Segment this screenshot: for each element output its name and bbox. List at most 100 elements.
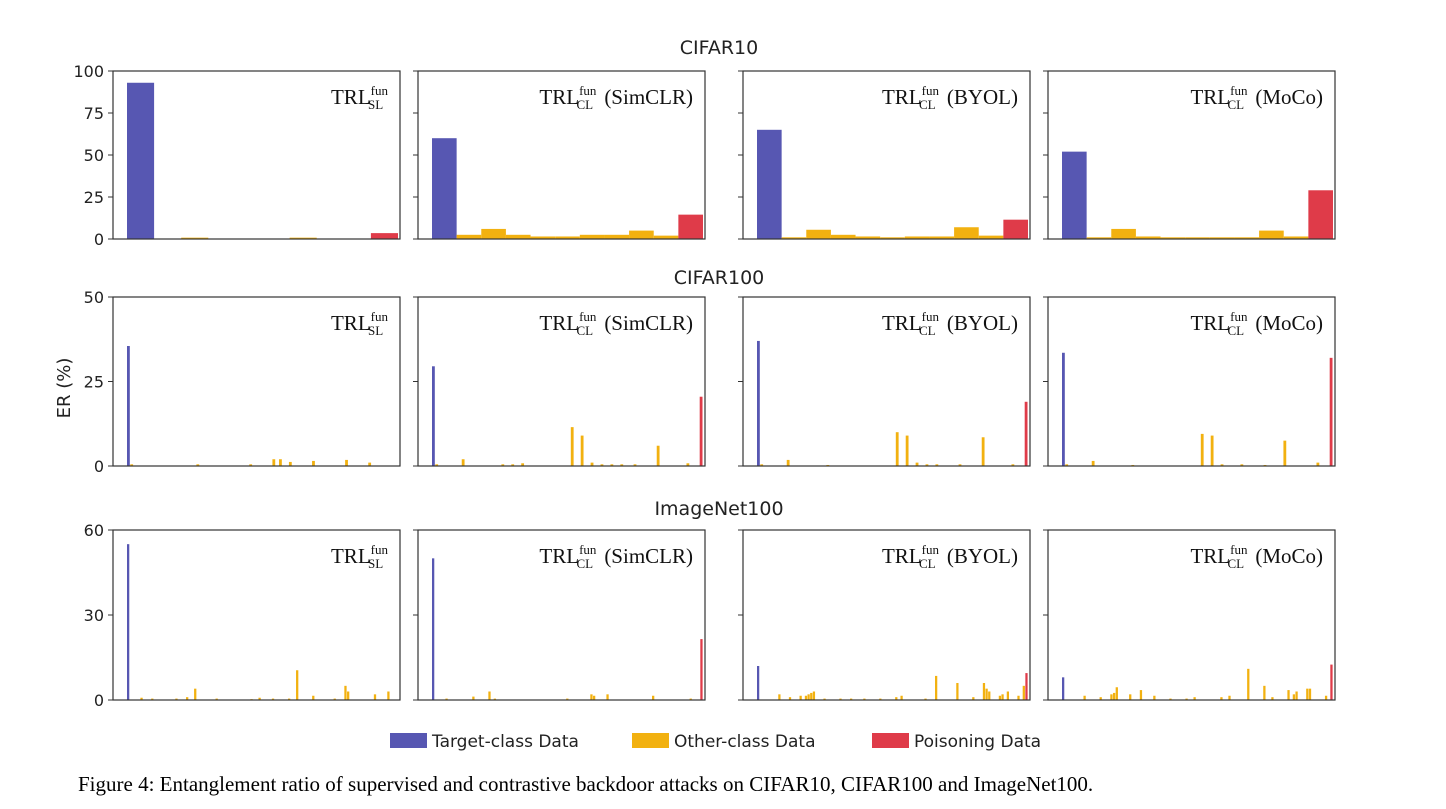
other-class-bar xyxy=(1022,685,1025,700)
other-class-bar xyxy=(900,695,903,700)
other-class-bar xyxy=(333,698,336,700)
other-class-bar xyxy=(606,694,609,700)
other-class-bar xyxy=(620,464,624,466)
other-class-bar xyxy=(1160,237,1186,239)
other-class-bar xyxy=(905,435,909,466)
other-class-bar xyxy=(855,236,881,239)
other-class-bar xyxy=(879,698,882,700)
other-class-bar xyxy=(1295,691,1298,700)
ytick-label: 50 xyxy=(84,146,104,165)
other-class-bar xyxy=(570,427,574,466)
other-class-bar xyxy=(1115,687,1118,700)
other-class-bar xyxy=(760,464,764,466)
other-class-bar xyxy=(880,237,905,239)
panel-label-sup: fun xyxy=(371,83,389,98)
panel-label-suffix: (MoCo) xyxy=(1250,85,1323,109)
panel-label-suffix: (MoCo) xyxy=(1250,544,1323,568)
other-class-bar xyxy=(472,696,475,700)
other-class-bar xyxy=(1220,697,1223,700)
other-class-bar xyxy=(580,435,584,466)
other-class-bar xyxy=(972,697,975,700)
legend-label-target: Target-class Data xyxy=(431,732,579,752)
panel-label-sub: CL xyxy=(919,556,936,571)
panel-label-sup: fun xyxy=(1230,83,1248,98)
panel-label-sub: CL xyxy=(1227,323,1244,338)
panel-label-base: TRL xyxy=(539,311,579,335)
other-class-bar xyxy=(1185,237,1210,239)
other-class-bar xyxy=(924,698,927,700)
other-class-bar xyxy=(781,237,807,239)
other-class-bar xyxy=(461,459,465,466)
other-class-bar xyxy=(863,698,866,700)
other-class-bar xyxy=(555,236,580,239)
other-class-bar xyxy=(653,235,679,239)
other-class-bar xyxy=(778,694,781,700)
other-class-bar xyxy=(1247,668,1250,700)
other-class-bar xyxy=(493,698,496,700)
other-class-bar xyxy=(1287,690,1290,700)
other-class-bar xyxy=(151,698,154,700)
panel-label-sub: CL xyxy=(576,97,593,112)
panel-label-sub: CL xyxy=(919,323,936,338)
other-class-bar xyxy=(799,695,802,700)
other-class-bar xyxy=(1259,230,1284,239)
other-class-bar xyxy=(289,237,317,239)
other-class-bar xyxy=(956,683,959,700)
other-class-bar xyxy=(387,691,390,700)
poisoning-bar xyxy=(700,639,703,700)
dataset-title-imagenet100: ImageNet100 xyxy=(654,498,783,520)
other-class-bar xyxy=(895,432,899,466)
other-class-bar xyxy=(600,464,604,466)
panel-label-sup: fun xyxy=(1230,542,1248,557)
other-class-bar xyxy=(272,459,276,466)
target-class-bar xyxy=(757,340,760,466)
other-class-bar xyxy=(347,691,350,700)
legend-swatch-target xyxy=(390,733,427,748)
panel-label-suffix: (SimCLR) xyxy=(599,311,693,335)
panel-imagenet100-1: TRLfun SL xyxy=(108,529,401,701)
other-class-bar xyxy=(590,462,594,466)
panel-label-base: TRL xyxy=(331,311,371,335)
other-class-bar xyxy=(806,229,831,239)
other-class-bar xyxy=(1153,695,1156,700)
legend-label-poison: Poisoning Data xyxy=(914,732,1041,752)
other-class-bar xyxy=(1086,237,1112,239)
panel-frame xyxy=(1047,296,1336,467)
other-class-bar xyxy=(982,683,986,700)
panel-imagenet100-2: TRLfun CL (SimCLR) xyxy=(413,529,706,701)
panel-frame xyxy=(112,529,401,701)
other-class-bar xyxy=(140,697,143,700)
other-class-bar xyxy=(1001,694,1004,700)
other-class-bar xyxy=(1185,698,1188,700)
other-class-bar xyxy=(1283,440,1287,466)
panel-frame xyxy=(417,296,706,467)
panel-label-sub: CL xyxy=(576,556,593,571)
panel-cifar10-2: TRLfun CL (SimCLR) xyxy=(413,70,706,240)
panel-frame xyxy=(112,70,401,240)
other-class-bar xyxy=(501,464,505,466)
poisoning-bar xyxy=(1329,357,1333,466)
other-class-bar xyxy=(592,695,596,700)
other-class-bar xyxy=(1316,462,1320,466)
other-class-bar xyxy=(481,228,506,239)
panel-label-suffix: (SimCLR) xyxy=(599,544,693,568)
ytick-label: 100 xyxy=(73,62,104,81)
other-class-bar xyxy=(181,237,209,239)
other-class-bar xyxy=(978,235,1004,239)
other-class-bar xyxy=(1135,236,1161,239)
other-class-bar xyxy=(929,236,955,239)
panel-frame xyxy=(1047,70,1336,240)
poisoning-bar xyxy=(1025,673,1028,700)
panel-label-suffix: (SimCLR) xyxy=(599,85,693,109)
panel-label-base: TRL xyxy=(1190,85,1230,109)
panel-label-base: TRL xyxy=(882,85,922,109)
other-class-bar xyxy=(368,462,372,466)
other-class-bar xyxy=(435,464,439,466)
panel-label-sup: fun xyxy=(922,83,940,98)
other-class-bar xyxy=(812,691,816,700)
other-class-bar xyxy=(1271,697,1274,700)
other-class-bar xyxy=(521,463,525,466)
dataset-title-cifar100: CIFAR100 xyxy=(674,267,765,289)
target-class-bar xyxy=(1062,677,1065,700)
panel-label-sup: fun xyxy=(1230,309,1248,324)
